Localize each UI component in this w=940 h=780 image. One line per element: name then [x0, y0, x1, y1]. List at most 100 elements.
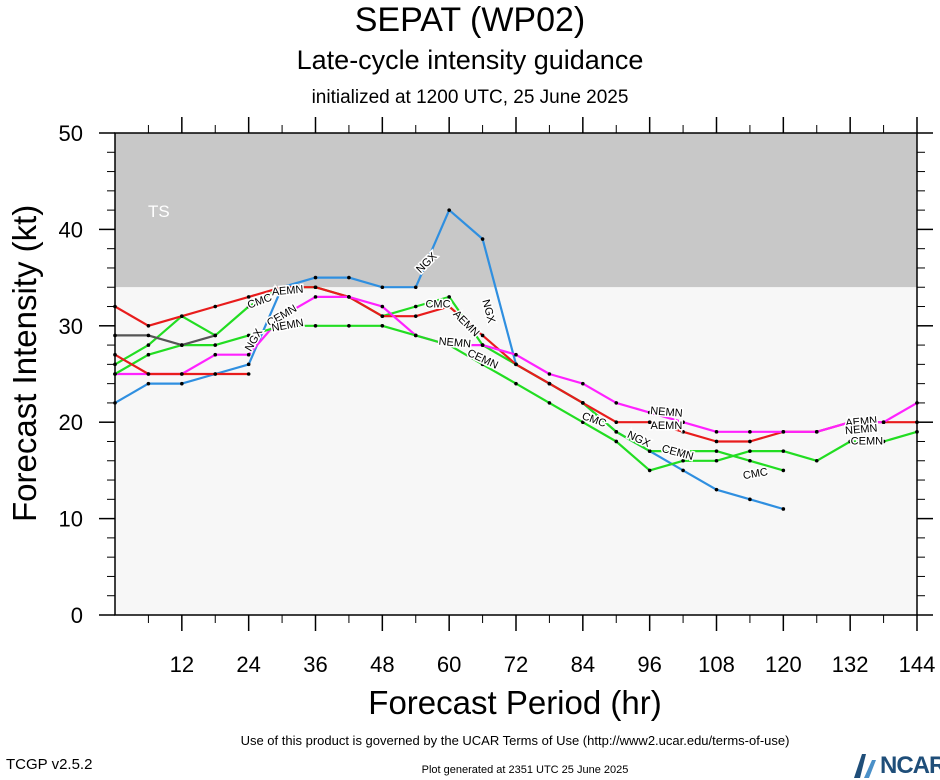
data-point	[146, 372, 151, 376]
ncar-logo-icon	[854, 754, 876, 778]
data-point	[514, 352, 518, 357]
data-point	[313, 275, 318, 280]
data-point	[681, 458, 685, 463]
chart-subtitle: Late-cycle intensity guidance	[296, 45, 644, 75]
data-point	[480, 362, 485, 367]
data-point	[280, 285, 284, 290]
data-point	[146, 352, 151, 357]
model-label: NEMN	[438, 336, 471, 351]
data-point	[781, 507, 786, 511]
data-point	[447, 304, 451, 309]
ncar-logo: NCAR	[852, 752, 940, 780]
data-point	[313, 295, 318, 299]
data-point	[380, 324, 385, 328]
x-tick-label: 144	[899, 652, 936, 677]
data-point	[848, 439, 852, 444]
band-labels: TS	[148, 202, 170, 221]
x-tick-label: 120	[765, 652, 802, 677]
terms-of-use-text: Use of this product is governed by the U…	[240, 733, 790, 748]
data-point	[714, 439, 719, 444]
data-point	[413, 314, 418, 318]
data-point	[614, 430, 619, 434]
data-point	[814, 430, 819, 434]
model-label: AEMN	[271, 284, 304, 299]
x-tick-label: 36	[303, 652, 327, 677]
data-point	[915, 401, 919, 405]
y-tick-label: 50	[59, 121, 83, 146]
data-point	[113, 333, 117, 338]
data-point	[681, 449, 685, 453]
data-point	[113, 352, 117, 357]
data-point	[180, 381, 184, 386]
data-point	[146, 324, 151, 328]
data-point	[614, 401, 619, 405]
data-point	[347, 324, 351, 328]
data-point	[347, 295, 351, 299]
data-point	[246, 333, 251, 338]
data-point	[313, 285, 318, 290]
data-point	[213, 372, 218, 376]
x-tick-label: 108	[698, 652, 735, 677]
x-tick-label: 132	[832, 652, 869, 677]
data-point	[246, 372, 251, 376]
data-point	[113, 304, 117, 309]
data-point	[480, 343, 485, 347]
band-label: TS	[148, 202, 170, 221]
data-point	[480, 333, 485, 338]
data-point	[413, 285, 418, 290]
data-point	[547, 401, 552, 405]
model-label: AEMN	[650, 420, 682, 432]
data-point	[447, 208, 451, 212]
data-point	[781, 430, 786, 434]
data-point	[748, 497, 752, 502]
data-point	[781, 468, 786, 473]
data-point	[781, 449, 786, 453]
data-point	[347, 275, 351, 280]
data-point	[681, 430, 685, 434]
data-point	[180, 314, 184, 318]
data-point	[480, 237, 485, 241]
x-tick-label: 24	[236, 652, 260, 677]
series-points	[113, 208, 919, 511]
x-tick-label: 96	[637, 652, 661, 677]
generated-timestamp: Plot generated at 2351 UTC 25 June 2025	[421, 764, 629, 776]
data-point	[380, 285, 385, 290]
data-point	[881, 420, 886, 425]
y-tick-label: 30	[59, 314, 83, 339]
data-point	[714, 487, 719, 492]
data-point	[413, 304, 418, 309]
data-point	[180, 372, 184, 376]
y-tick-label: 40	[59, 217, 83, 242]
version-label: TCGP v2.5.2	[6, 756, 93, 773]
x-tick-label: 48	[370, 652, 394, 677]
data-point	[647, 420, 652, 425]
data-point	[514, 362, 518, 367]
data-point	[581, 420, 585, 425]
data-point	[915, 420, 919, 425]
data-point	[447, 295, 451, 299]
data-point	[380, 314, 385, 318]
x-tick-label: 60	[437, 652, 461, 677]
ncar-logo-text: NCAR	[880, 752, 940, 779]
model-label: CEMN	[851, 435, 883, 447]
data-point	[213, 352, 218, 357]
data-point	[748, 430, 752, 434]
data-point	[714, 458, 719, 463]
data-point	[380, 304, 385, 309]
data-point	[714, 430, 719, 434]
data-point	[614, 420, 619, 425]
data-point	[113, 372, 117, 376]
data-point	[547, 381, 552, 386]
data-point	[280, 324, 284, 328]
data-point	[848, 420, 852, 425]
data-point	[113, 401, 117, 405]
data-point	[748, 449, 752, 453]
data-point	[581, 381, 585, 386]
data-point	[146, 343, 151, 347]
data-point	[447, 343, 451, 347]
x-tick-label: 72	[504, 652, 528, 677]
model-label: NEMN	[650, 405, 683, 420]
data-point	[180, 343, 184, 347]
data-point	[146, 381, 151, 386]
